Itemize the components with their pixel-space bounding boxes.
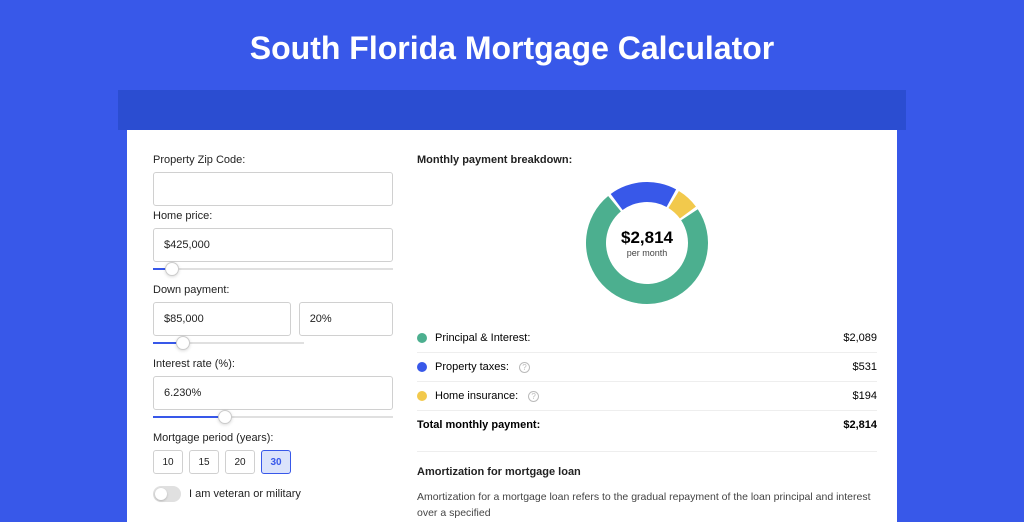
period-buttons: 10152030 (153, 450, 393, 474)
donut-sub: per month (627, 248, 668, 258)
donut-chart: $2,814 per month (586, 182, 708, 304)
inputs-column: Property Zip Code: Home price: Down paym… (153, 154, 393, 522)
legend: Principal & Interest: $2,089 Property taxe… (417, 324, 877, 410)
period-btn-20[interactable]: 20 (225, 450, 255, 474)
rate-label: Interest rate (%): (153, 358, 393, 370)
legend-row: Property taxes:? $531 (417, 352, 877, 381)
zip-label: Property Zip Code: (153, 154, 393, 166)
rate-input[interactable] (153, 376, 393, 410)
page-title: South Florida Mortgage Calculator (0, 0, 1024, 77)
price-slider[interactable] (153, 264, 393, 276)
period-btn-15[interactable]: 15 (189, 450, 219, 474)
down-slider[interactable] (153, 338, 304, 350)
info-icon[interactable]: ? (528, 391, 539, 402)
zip-input[interactable] (153, 172, 393, 206)
legend-amount: $2,089 (843, 332, 877, 344)
legend-amount: $194 (853, 390, 877, 402)
price-label: Home price: (153, 210, 393, 222)
period-btn-30[interactable]: 30 (261, 450, 291, 474)
amort-desc: Amortization for a mortgage loan refers … (417, 490, 877, 522)
legend-label: Home insurance: (435, 390, 518, 402)
veteran-label: I am veteran or military (189, 488, 301, 500)
period-label: Mortgage period (years): (153, 432, 393, 444)
legend-amount: $531 (853, 361, 877, 373)
info-icon[interactable]: ? (519, 362, 530, 373)
banner-stripe (118, 90, 906, 130)
amort-title: Amortization for mortgage loan (417, 466, 877, 478)
down-pct-input[interactable] (299, 302, 393, 336)
donut-amount: $2,814 (621, 228, 673, 248)
legend-row: Principal & Interest: $2,089 (417, 324, 877, 352)
rate-slider[interactable] (153, 412, 393, 424)
down-amount-input[interactable] (153, 302, 291, 336)
legend-dot (417, 333, 427, 343)
legend-dot (417, 362, 427, 372)
calculator-card: Property Zip Code: Home price: Down paym… (127, 130, 897, 522)
veteran-toggle[interactable] (153, 486, 181, 502)
price-input[interactable] (153, 228, 393, 262)
down-label: Down payment: (153, 284, 393, 296)
period-btn-10[interactable]: 10 (153, 450, 183, 474)
legend-label: Property taxes: (435, 361, 509, 373)
breakdown-title: Monthly payment breakdown: (417, 154, 877, 166)
legend-row: Home insurance:? $194 (417, 381, 877, 410)
breakdown-column: Monthly payment breakdown: $2,814 per mo… (417, 154, 877, 522)
legend-label: Principal & Interest: (435, 332, 530, 344)
legend-dot (417, 391, 427, 401)
total-label: Total monthly payment: (417, 419, 540, 431)
total-amount: $2,814 (843, 419, 877, 431)
